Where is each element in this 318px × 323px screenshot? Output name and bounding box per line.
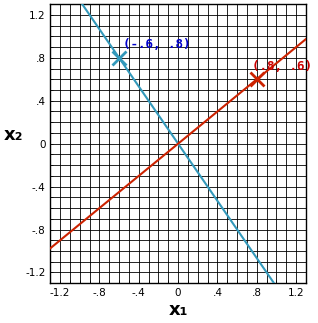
Text: (-.6, .8): (-.6, .8) (123, 38, 190, 51)
Text: (.8, .6): (.8, .6) (252, 60, 312, 73)
X-axis label: x₁: x₁ (168, 301, 188, 319)
Y-axis label: x₂: x₂ (4, 126, 24, 144)
